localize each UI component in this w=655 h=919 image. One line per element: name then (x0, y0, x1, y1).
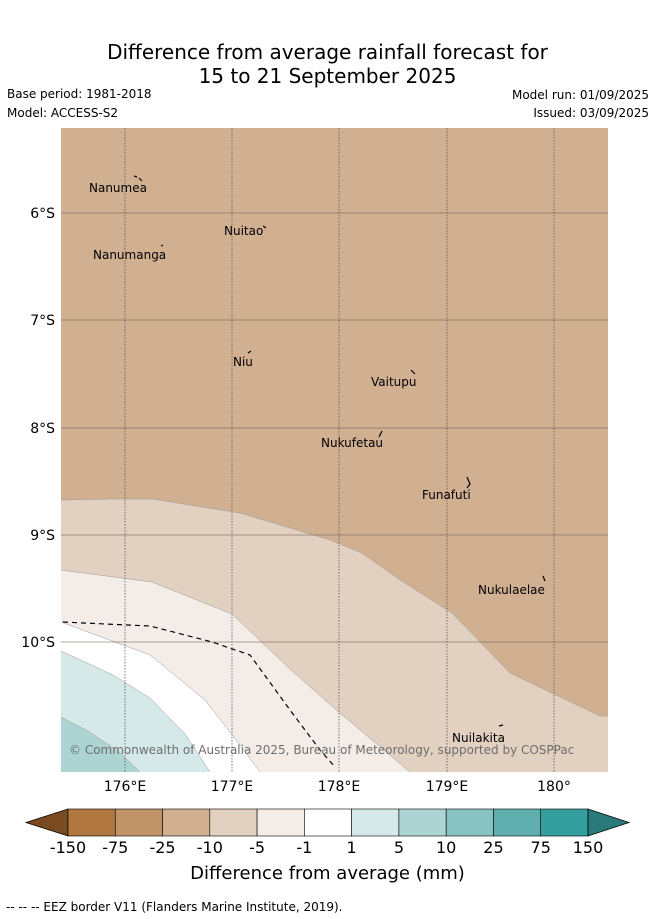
place-labels: Nanumea Nuitao Nanumanga Niu Vaitupu Nuk… (89, 181, 545, 745)
island-funafuti (466, 476, 471, 489)
place-label: Niu (233, 355, 253, 369)
colorbar-swatch (304, 808, 352, 837)
colorbar-tick-label: -150 (50, 838, 86, 857)
colorbar-swatches (24, 808, 631, 837)
colorbar-swatch (256, 808, 305, 837)
place-label: Nanumanga (93, 248, 166, 262)
island-nukulaelae (542, 575, 546, 582)
island-nukufetau (378, 430, 383, 438)
place-label: Funafuti (422, 488, 471, 502)
colorbar: -150 -75 -25 -10 -5 -1 1 5 10 25 75 150 (24, 808, 631, 857)
place-label: Nuilakita (452, 731, 505, 745)
lat-label: 10°S (21, 635, 55, 651)
colorbar-tick-label: -75 (102, 838, 128, 857)
colorbar-swatch (540, 808, 589, 837)
lat-label: 8°S (30, 421, 55, 437)
colorbar-swatch (114, 808, 163, 837)
colorbar-tick-label: 10 (436, 838, 456, 857)
lat-label: 6°S (30, 206, 55, 222)
lon-label: 180° (537, 779, 571, 795)
graticule-longitude (124, 128, 555, 772)
island-vaitupu (410, 369, 416, 375)
lon-label: 178°E (318, 779, 361, 795)
island-niu (247, 350, 252, 354)
contour-lines (61, 498, 608, 772)
place-label: Nukufetau (321, 436, 383, 450)
colorbar-swatch (209, 808, 258, 837)
model-run: Model run: 01/09/2025 (511, 88, 649, 102)
colorbar-extend-low (24, 808, 69, 837)
island-nuitao (262, 225, 267, 229)
place-label: Vaitupu (371, 375, 417, 389)
latitude-labels: 6°S 7°S 8°S 9°S 10°S (21, 206, 55, 651)
eez-footnote: -- -- -- EEZ border V11 (Flanders Marine… (6, 900, 343, 914)
colorbar-swatch (493, 808, 542, 837)
colorbar-tick-label: 75 (531, 838, 551, 857)
colorbar-tick-label: -1 (296, 838, 312, 857)
colorbar-tick-label: 150 (573, 838, 604, 857)
island-shapes (133, 175, 546, 727)
map-layers: Nanumea Nuitao Nanumanga Niu Vaitupu Nuk… (61, 128, 608, 772)
colorbar-title: Difference from average (mm) (190, 863, 465, 884)
island-nanumanga (160, 244, 164, 247)
lon-label: 179°E (426, 779, 469, 795)
colorbar-swatch (398, 808, 447, 837)
colorbar-tick-label: -5 (249, 838, 265, 857)
eez-border (62, 621, 336, 768)
rainfall-map: Nanumea Nuitao Nanumanga Niu Vaitupu Nuk… (21, 128, 608, 795)
island-nanumea (133, 175, 143, 182)
colorbar-tick-label: 25 (483, 838, 503, 857)
lon-label: 176°E (104, 779, 147, 795)
place-label: Nanumea (89, 181, 147, 195)
lat-label: 7°S (30, 313, 55, 329)
model-name: Model: ACCESS-S2 (7, 106, 119, 120)
colorbar-tick-label: -25 (149, 838, 175, 857)
colorbar-tick-label: -10 (197, 838, 223, 857)
colorbar-extend-high (587, 808, 631, 837)
map-title: Difference from average rainfall forecas… (0, 40, 655, 88)
colorbar-labels: -150 -75 -25 -10 -5 -1 1 5 10 25 75 150 (50, 838, 603, 857)
colorbar-swatch (351, 808, 400, 837)
band-plus5-plus10 (61, 717, 140, 772)
base-period: Base period: 1981-2018 (7, 87, 152, 101)
lon-label: 177°E (211, 779, 254, 795)
colorbar-swatch (445, 808, 494, 837)
issued-date: Issued: 03/09/2025 (533, 106, 649, 120)
title-line-1: Difference from average rainfall forecas… (107, 40, 548, 64)
lat-label: 9°S (30, 528, 55, 544)
place-label: Nuitao (224, 224, 263, 238)
graticule-latitude (61, 212, 608, 643)
colorbar-swatch (162, 808, 211, 837)
colorbar-tick-label: 5 (394, 838, 404, 857)
title-line-2: 15 to 21 September 2025 (198, 64, 457, 88)
place-label: Nukulaelae (478, 583, 545, 597)
colorbar-swatch (67, 808, 116, 837)
copyright-notice: © Commonwealth of Australia 2025, Bureau… (69, 743, 574, 757)
island-nuilakita (498, 724, 504, 727)
colorbar-tick-label: 1 (347, 838, 357, 857)
longitude-labels: 176°E 177°E 178°E 179°E 180° (104, 779, 571, 795)
